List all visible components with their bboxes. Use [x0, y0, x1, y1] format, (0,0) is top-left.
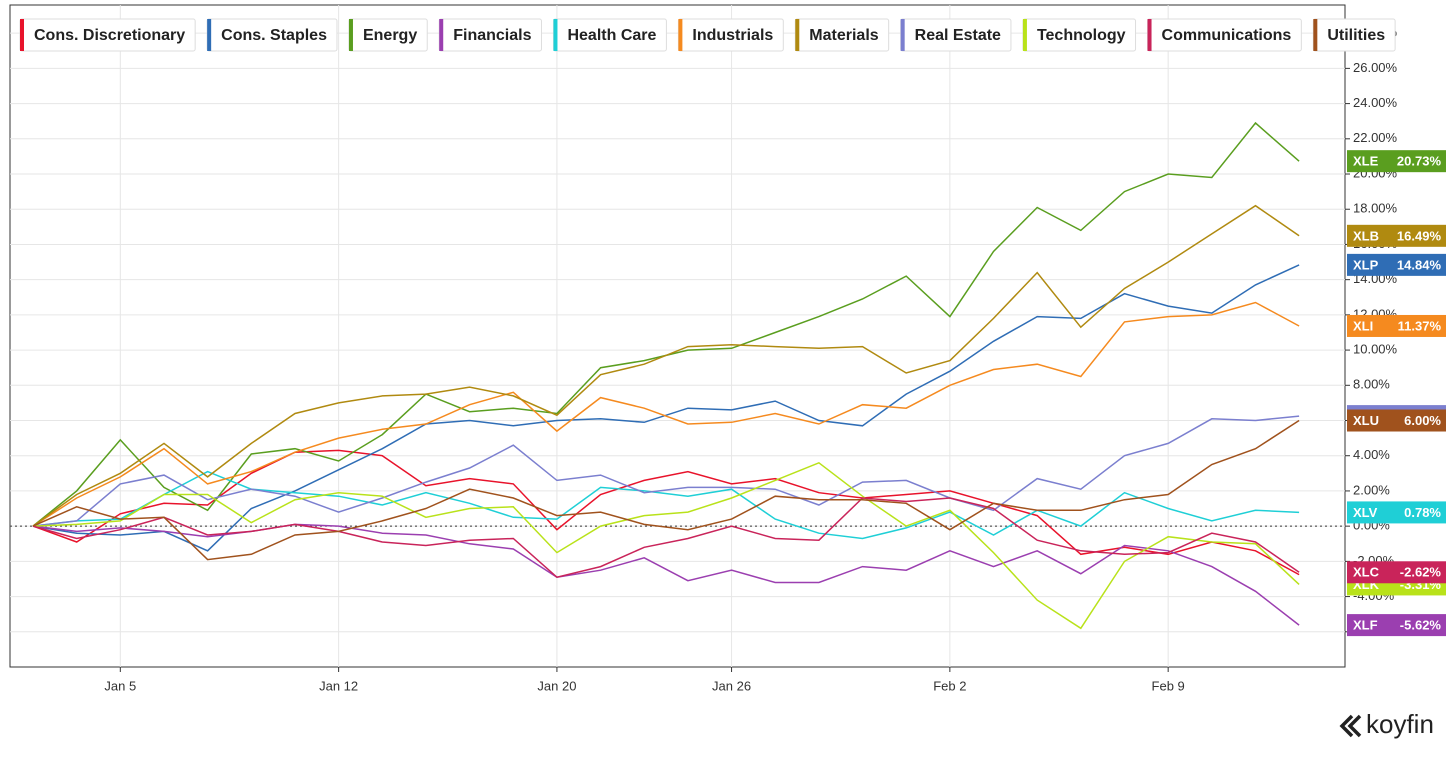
y-tick-label: 8.00%: [1353, 377, 1390, 392]
x-tick-label: Feb 2: [933, 678, 966, 693]
legend-label: Cons. Staples: [221, 27, 327, 44]
end-tag-value: 14.84%: [1397, 257, 1442, 272]
brand-name: koyfin: [1366, 709, 1434, 739]
legend-label: Communications: [1162, 27, 1292, 44]
end-tag-box: [1347, 561, 1446, 584]
legend-label: Materials: [809, 27, 878, 44]
series-line: [32, 204, 1300, 527]
series-line: [32, 523, 1300, 626]
legend-item: Industrials: [677, 18, 784, 52]
y-tick-label: 22.00%: [1353, 130, 1398, 145]
end-tag: XLP 14.84%: [1347, 253, 1446, 276]
legend-label: Industrials: [692, 27, 773, 44]
legend-swatch: [553, 19, 558, 51]
end-tag-box: [1347, 409, 1446, 432]
end-tag-value: 20.73%: [1397, 154, 1442, 169]
legend-swatch: [795, 19, 800, 51]
legend-label: Financials: [453, 27, 531, 44]
end-tag-value: 16.49%: [1397, 228, 1442, 243]
x-tick-label: Feb 9: [1152, 678, 1185, 693]
legend-item: Cons. Staples: [206, 18, 338, 52]
legend-swatch: [20, 19, 24, 51]
x-tick-label: Jan 26: [712, 678, 751, 693]
brand-logo: koyfin: [1339, 709, 1434, 739]
end-tag-value: 11.37%: [1398, 318, 1442, 333]
y-tick-label: 10.00%: [1353, 342, 1398, 357]
legend-item: Utilities: [1312, 18, 1396, 52]
grid: [10, 5, 1345, 667]
end-tag-box: [1347, 224, 1446, 247]
legend-label: Technology: [1037, 27, 1126, 44]
y-tick-label: 26.00%: [1353, 60, 1398, 75]
legend-label: Cons. Discretionary: [34, 27, 185, 44]
end-tag: XLF -5.62%: [1347, 614, 1446, 637]
series-line: [32, 470, 1300, 540]
end-tag-ticker: XLV: [1353, 505, 1378, 520]
end-tag-value: -5.62%: [1400, 618, 1442, 633]
y-tick-label: 24.00%: [1353, 95, 1398, 110]
series-line: [32, 497, 1300, 579]
legend-swatch: [1147, 19, 1152, 51]
end-tag: XLB 16.49%: [1347, 224, 1446, 247]
end-tag-ticker: XLI: [1353, 318, 1373, 333]
end-tag-ticker: XLE: [1353, 154, 1379, 169]
end-tag-ticker: XLB: [1353, 228, 1379, 243]
end-tag: XLE 20.73%: [1347, 150, 1446, 173]
x-tick-label: Jan 20: [537, 678, 576, 693]
legend-item: Cons. Discretionary: [19, 18, 196, 52]
end-tag-value: 0.78%: [1404, 505, 1441, 520]
series-line: [32, 419, 1300, 561]
legend-swatch: [1022, 19, 1027, 51]
end-tag-box: [1347, 314, 1446, 337]
end-tag-value: 6.00%: [1404, 413, 1441, 428]
end-tag-box: [1347, 614, 1446, 637]
end-tag-ticker: XLP: [1353, 257, 1379, 272]
end-tag-value: -2.62%: [1400, 565, 1442, 580]
end-tag-box: [1347, 253, 1446, 276]
legend-item: Communications: [1147, 18, 1302, 52]
legend-swatch: [1313, 19, 1318, 51]
brand-icon: [1339, 714, 1362, 738]
series-line: [32, 449, 1300, 576]
end-tag-ticker: XLU: [1353, 413, 1379, 428]
end-tag-ticker: XLC: [1353, 565, 1380, 580]
end-tag: XLI 11.37%: [1347, 314, 1446, 337]
series-line: [32, 301, 1300, 527]
end-tag: XLU 6.00%: [1347, 409, 1446, 432]
legend-item: Energy: [348, 18, 428, 52]
series-line: [32, 415, 1300, 527]
legend-swatch: [207, 19, 212, 51]
series-line: [32, 461, 1300, 630]
legend-swatch: [439, 19, 444, 51]
legend-swatch: [678, 19, 683, 51]
legend-swatch: [900, 19, 905, 51]
end-tag-box: [1347, 150, 1446, 173]
end-tag: XLC -2.62%: [1347, 561, 1446, 584]
series-line: [32, 264, 1300, 552]
legend-item: Technology: [1022, 18, 1137, 52]
legend-label: Utilities: [1327, 27, 1385, 44]
end-tag: XLV 0.78%: [1347, 501, 1446, 524]
legend-item: Materials: [794, 18, 890, 52]
x-tick-label: Jan 5: [104, 678, 136, 693]
y-tick-label: 2.00%: [1353, 482, 1390, 497]
end-tag-box: [1347, 501, 1446, 524]
legend-item: Health Care: [552, 18, 667, 52]
y-tick-label: 4.00%: [1353, 447, 1390, 462]
legend-item: Real Estate: [900, 18, 1012, 52]
end-tag-ticker: XLF: [1353, 618, 1378, 633]
x-tick-label: Jan 12: [319, 678, 358, 693]
legend-label: Real Estate: [915, 27, 1001, 44]
legend-swatch: [348, 19, 353, 51]
legend-label: Energy: [363, 27, 417, 44]
legend-item: Financials: [438, 18, 542, 52]
y-tick-label: 18.00%: [1353, 201, 1398, 216]
legend-label: Health Care: [567, 27, 656, 44]
plot-frame: [9, 4, 1346, 668]
